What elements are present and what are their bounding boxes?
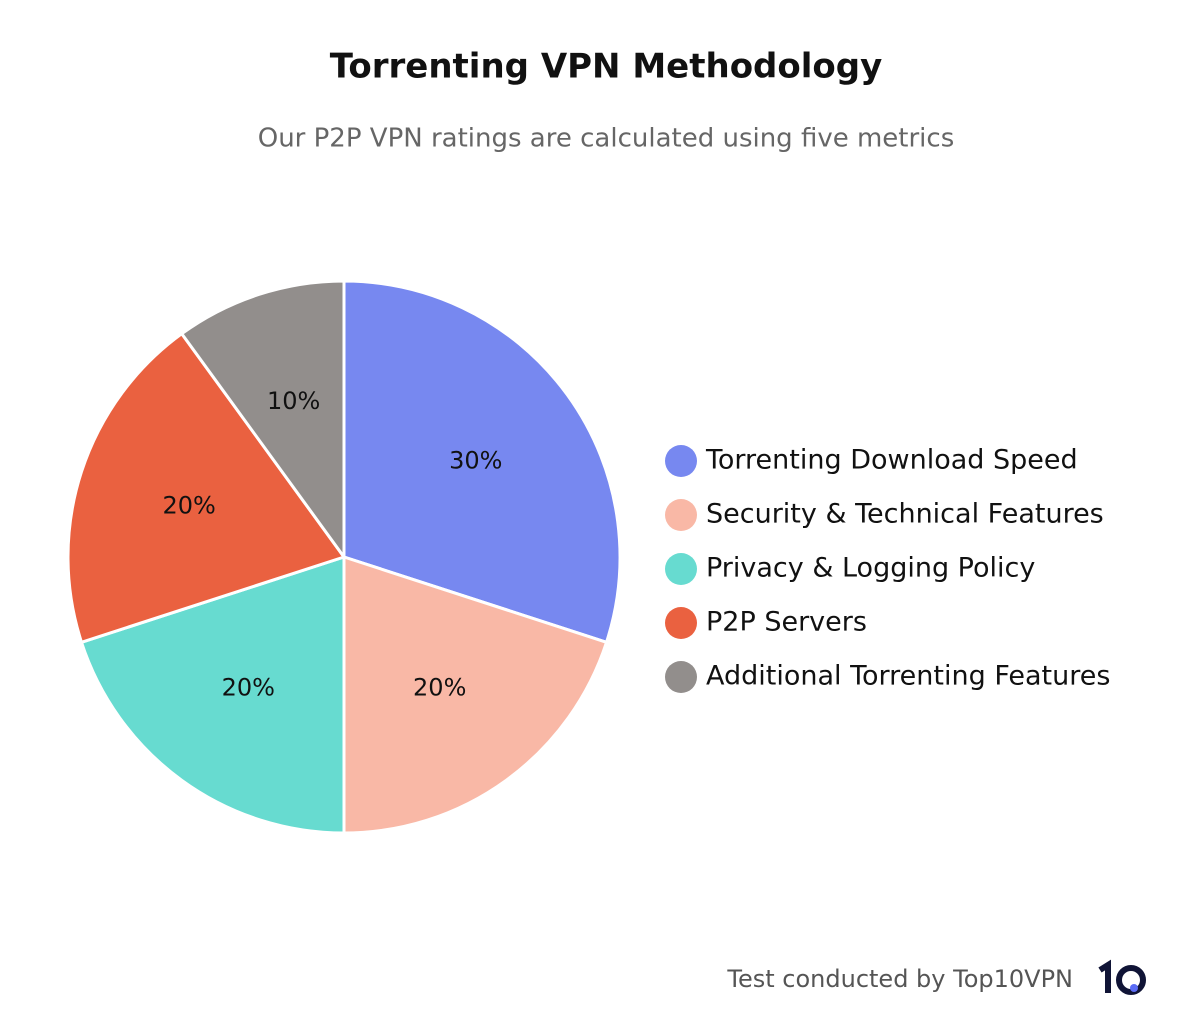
legend-swatch <box>665 499 697 531</box>
source-note: Test conducted by Top10VPN <box>726 965 1073 993</box>
legend-swatch <box>665 445 697 477</box>
legend-label: Security & Technical Features <box>706 499 1104 530</box>
legend-label: P2P Servers <box>706 607 867 638</box>
legend-swatch <box>665 553 697 585</box>
legend-swatch <box>665 661 697 693</box>
pie-slice <box>342 554 609 835</box>
chart-title: Torrenting VPN Methodology <box>330 47 883 87</box>
pie-slice <box>342 279 622 645</box>
legend-label: Privacy & Logging Policy <box>706 553 1035 584</box>
value-label: 20% <box>162 492 215 520</box>
value-label: 20% <box>222 674 275 702</box>
legend-swatch <box>665 607 697 639</box>
pie-slice <box>179 279 346 562</box>
pie-slice <box>66 331 347 645</box>
value-label: 10% <box>267 387 320 415</box>
value-label: 30% <box>449 446 502 474</box>
pie-slice <box>79 554 346 835</box>
legend-label: Additional Torrenting Features <box>706 661 1110 692</box>
chart-subtitle: Our P2P VPN ratings are calculated using… <box>258 124 955 154</box>
legend-label: Torrenting Download Speed <box>705 445 1078 476</box>
logo <box>1098 959 1146 995</box>
value-label: 20% <box>413 674 466 702</box>
